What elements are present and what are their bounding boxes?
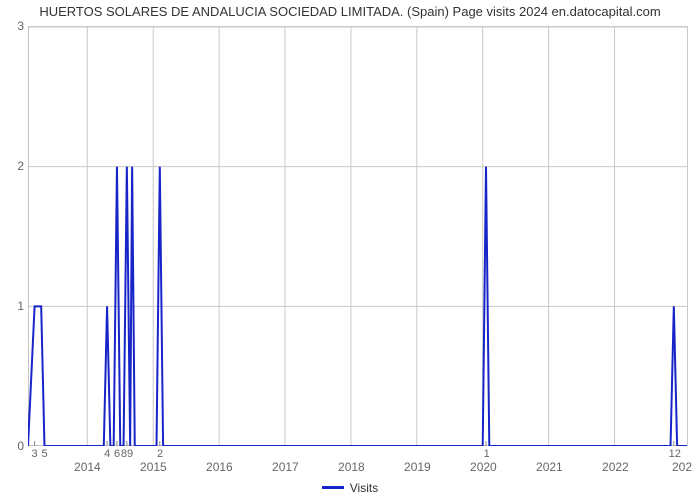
x-point-label: 5 xyxy=(41,448,47,460)
x-year-label: 2022 xyxy=(602,460,629,474)
x-point-label: 89 xyxy=(121,448,133,460)
legend: Visits xyxy=(0,480,700,495)
x-year-label: 2014 xyxy=(74,460,101,474)
x-point-label: 12 xyxy=(669,448,681,460)
x-year-label: 2016 xyxy=(206,460,233,474)
x-point-label: 3 xyxy=(32,448,38,460)
legend-swatch xyxy=(322,486,344,489)
x-year-label: 2017 xyxy=(272,460,299,474)
x-year-label-end: 202 xyxy=(672,460,692,474)
x-point-label: 4 xyxy=(104,448,110,460)
x-point-label: 1 xyxy=(484,448,490,460)
x-year-label: 2015 xyxy=(140,460,167,474)
x-year-label: 2021 xyxy=(536,460,563,474)
chart-container: HUERTOS SOLARES DE ANDALUCIA SOCIEDAD LI… xyxy=(0,0,700,500)
x-point-label: 2 xyxy=(157,448,163,460)
chart-title: HUERTOS SOLARES DE ANDALUCIA SOCIEDAD LI… xyxy=(0,4,700,19)
plot-svg xyxy=(28,27,687,446)
x-year-label: 2020 xyxy=(470,460,497,474)
legend-label: Visits xyxy=(350,481,378,495)
y-tick-label: 1 xyxy=(4,299,24,313)
plot-area xyxy=(28,26,688,446)
x-year-label: 2018 xyxy=(338,460,365,474)
y-tick-label: 0 xyxy=(4,439,24,453)
y-tick-label: 3 xyxy=(4,19,24,33)
x-year-label: 2019 xyxy=(404,460,431,474)
y-tick-label: 2 xyxy=(4,159,24,173)
x-point-label: 6 xyxy=(114,448,120,460)
